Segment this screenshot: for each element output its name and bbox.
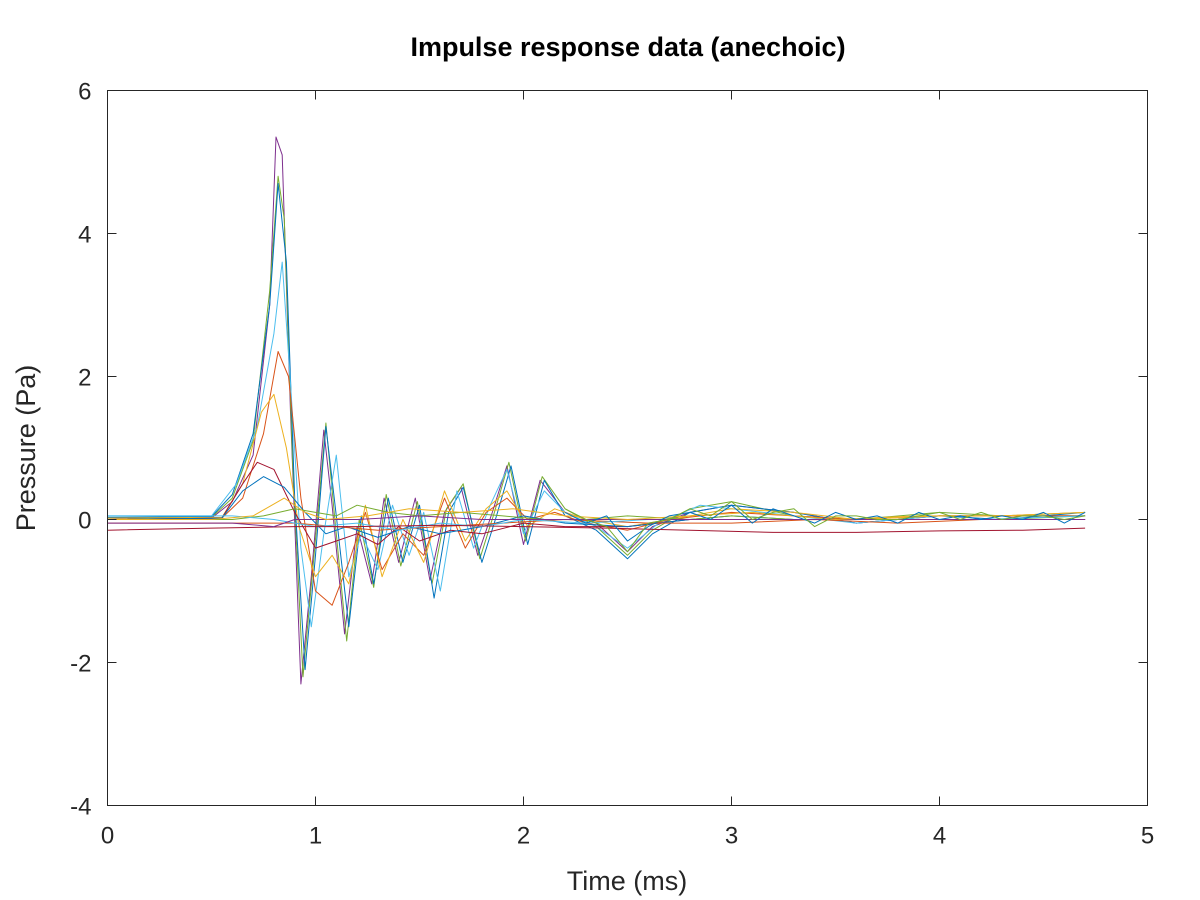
series-line-3 [107, 183, 1086, 671]
y-axis-label: Pressure (Pa) [11, 365, 41, 532]
y-tick-label: -4 [70, 794, 91, 821]
series-line-13 [107, 515, 1086, 528]
x-axis-label: Time (ms) [567, 866, 687, 896]
series-line-14 [107, 497, 1086, 520]
series-line-5 [107, 351, 1086, 606]
series-line-12 [107, 524, 1086, 533]
x-tick-label: 2 [517, 823, 530, 850]
series-layer [107, 136, 1086, 685]
y-tick-label: -2 [70, 651, 91, 678]
series-line-15 [564, 504, 1086, 542]
x-tick-label: 1 [309, 823, 322, 850]
y-tick-label: 6 [78, 79, 91, 106]
x-tick-label: 4 [933, 823, 946, 850]
series-line-6 [107, 393, 1086, 585]
series-line-4 [107, 261, 1086, 628]
chart-title: Impulse response data (anechoic) [410, 32, 845, 62]
series-line-7 [107, 461, 1086, 549]
y-tick-label: 4 [78, 222, 91, 249]
y-tick-label: 2 [78, 365, 91, 392]
ticks-layer: 0 1 2 3 4 5 -4 -2 0 2 4 6 [70, 79, 1154, 850]
series-line-16 [564, 501, 1086, 553]
series-line-1 [107, 136, 1086, 685]
y-tick-label: 0 [78, 508, 91, 535]
plot-frame [107, 90, 1148, 806]
x-tick-label: 0 [101, 823, 114, 850]
x-tick-label: 3 [725, 823, 738, 850]
x-tick-label: 5 [1141, 823, 1154, 850]
series-line-10 [107, 519, 1086, 531]
